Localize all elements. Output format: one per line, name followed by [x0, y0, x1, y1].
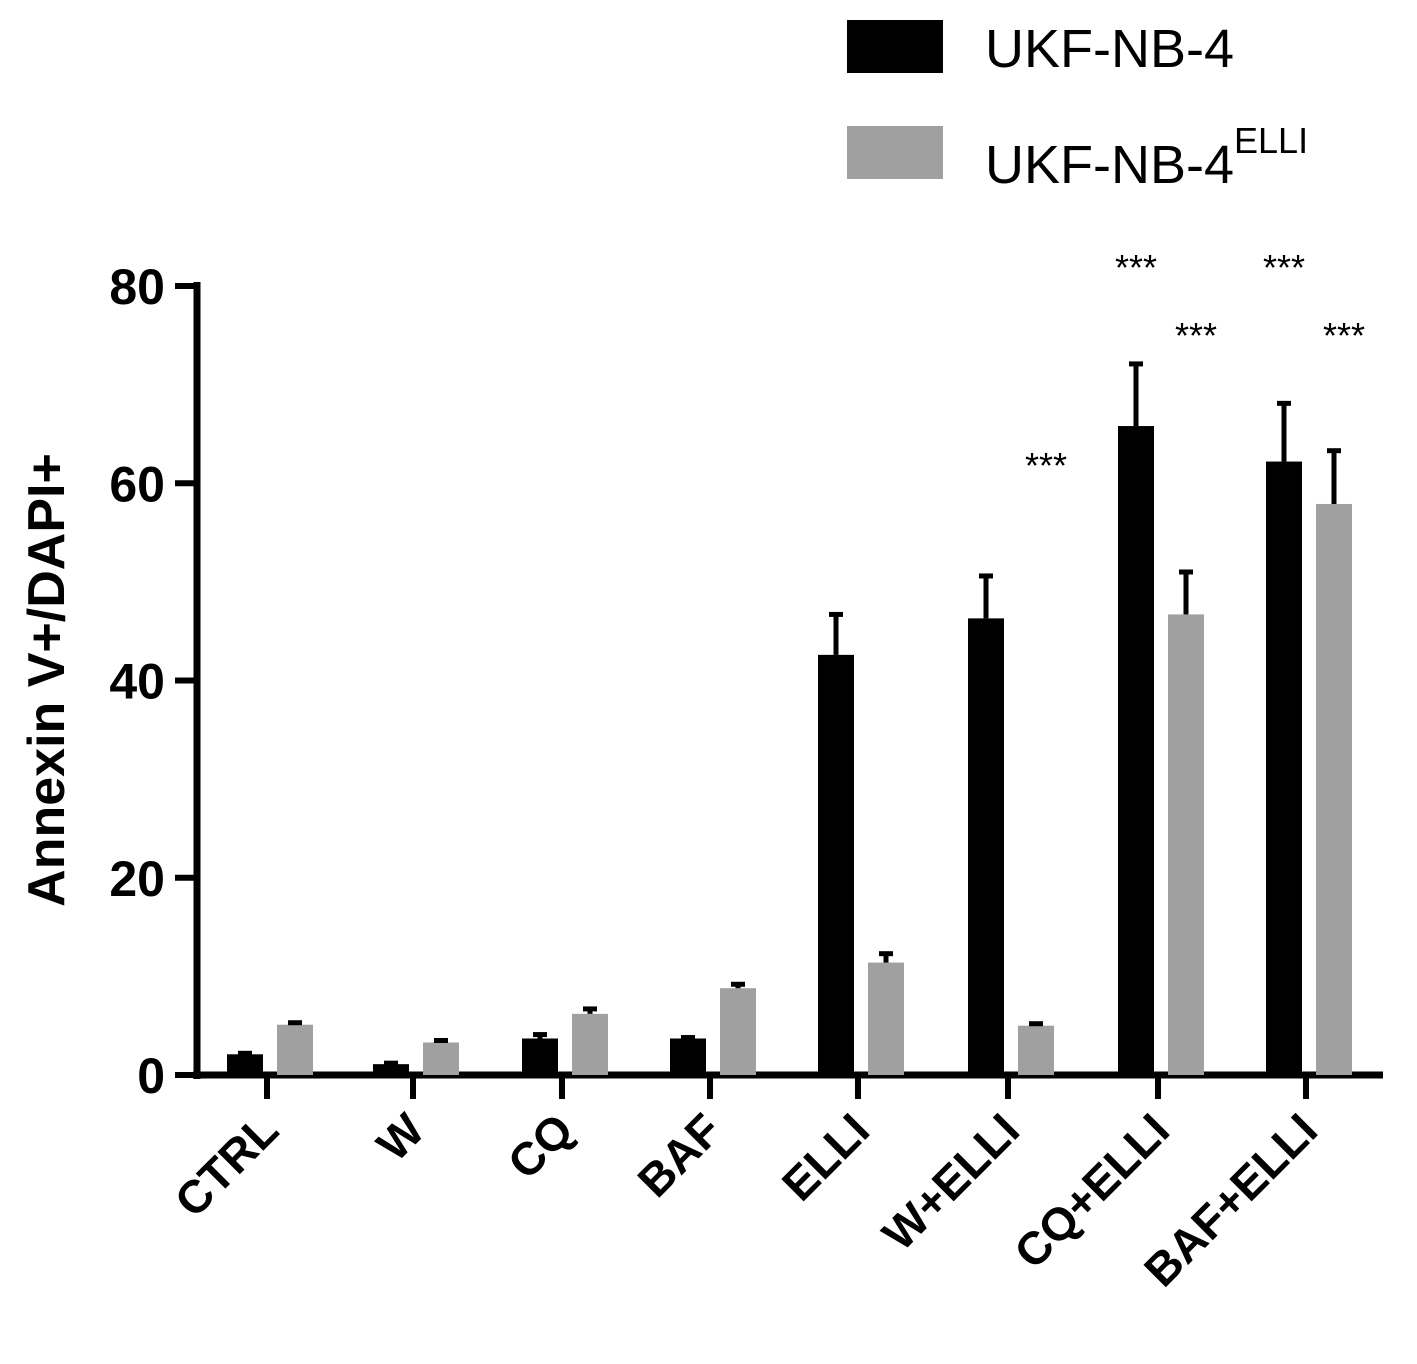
bar-series-2	[720, 988, 756, 1075]
bar-series-2	[1018, 1025, 1054, 1075]
bar-series-2	[1316, 503, 1352, 1075]
x-tick-label: ELLI	[772, 1103, 879, 1210]
significance-marker: ***	[1263, 247, 1305, 288]
significance-marker: ***	[1323, 315, 1365, 356]
bars: *** *** *** *** ***	[227, 247, 1365, 1075]
x-tick-label: BAF	[627, 1103, 731, 1207]
x-tick-label: CQ	[498, 1103, 584, 1189]
x-tick-label: CTRL	[165, 1103, 288, 1226]
y-tick-label: 20	[109, 851, 165, 907]
y-tick-label: 40	[109, 654, 165, 710]
y-tick-label: 60	[109, 456, 165, 512]
bar-series-1	[670, 1038, 706, 1075]
legend-label-series-2-main: UKF-NB-4	[985, 135, 1234, 195]
legend-label-series-1: UKF-NB-4	[985, 19, 1234, 79]
bar-series-2	[572, 1013, 608, 1075]
bar-series-2	[868, 962, 904, 1075]
bar-series-2	[1168, 614, 1204, 1075]
significance-marker: ***	[1025, 445, 1067, 486]
bar-series-2	[277, 1024, 313, 1075]
legend-label-series-2: UKF-NB-4ELLI	[985, 120, 1308, 195]
bar-series-1	[818, 654, 854, 1075]
legend-swatch-series-1	[847, 20, 943, 73]
legend-swatch-series-2	[847, 126, 943, 179]
x-tick-label: W+ELLI	[872, 1103, 1029, 1260]
bar-series-1	[968, 618, 1004, 1075]
significance-marker: ***	[1175, 315, 1217, 356]
y-tick-label: 80	[109, 259, 165, 315]
bar-series-1	[373, 1064, 409, 1075]
bar-series-2	[423, 1042, 459, 1075]
x-tick-label: W	[367, 1103, 435, 1171]
significance-marker: ***	[1115, 247, 1157, 288]
bar-series-1	[227, 1054, 263, 1075]
y-tick-label: 0	[137, 1048, 165, 1104]
legend-label-series-2-sup: ELLI	[1234, 120, 1308, 161]
bar-series-1	[522, 1038, 558, 1075]
bar-series-1	[1118, 426, 1154, 1075]
y-axis-label: Annexin V+/DAPI+	[18, 453, 76, 907]
legend: UKF-NB-4 UKF-NB-4ELLI	[847, 19, 1308, 195]
bar-series-1	[1266, 461, 1302, 1075]
